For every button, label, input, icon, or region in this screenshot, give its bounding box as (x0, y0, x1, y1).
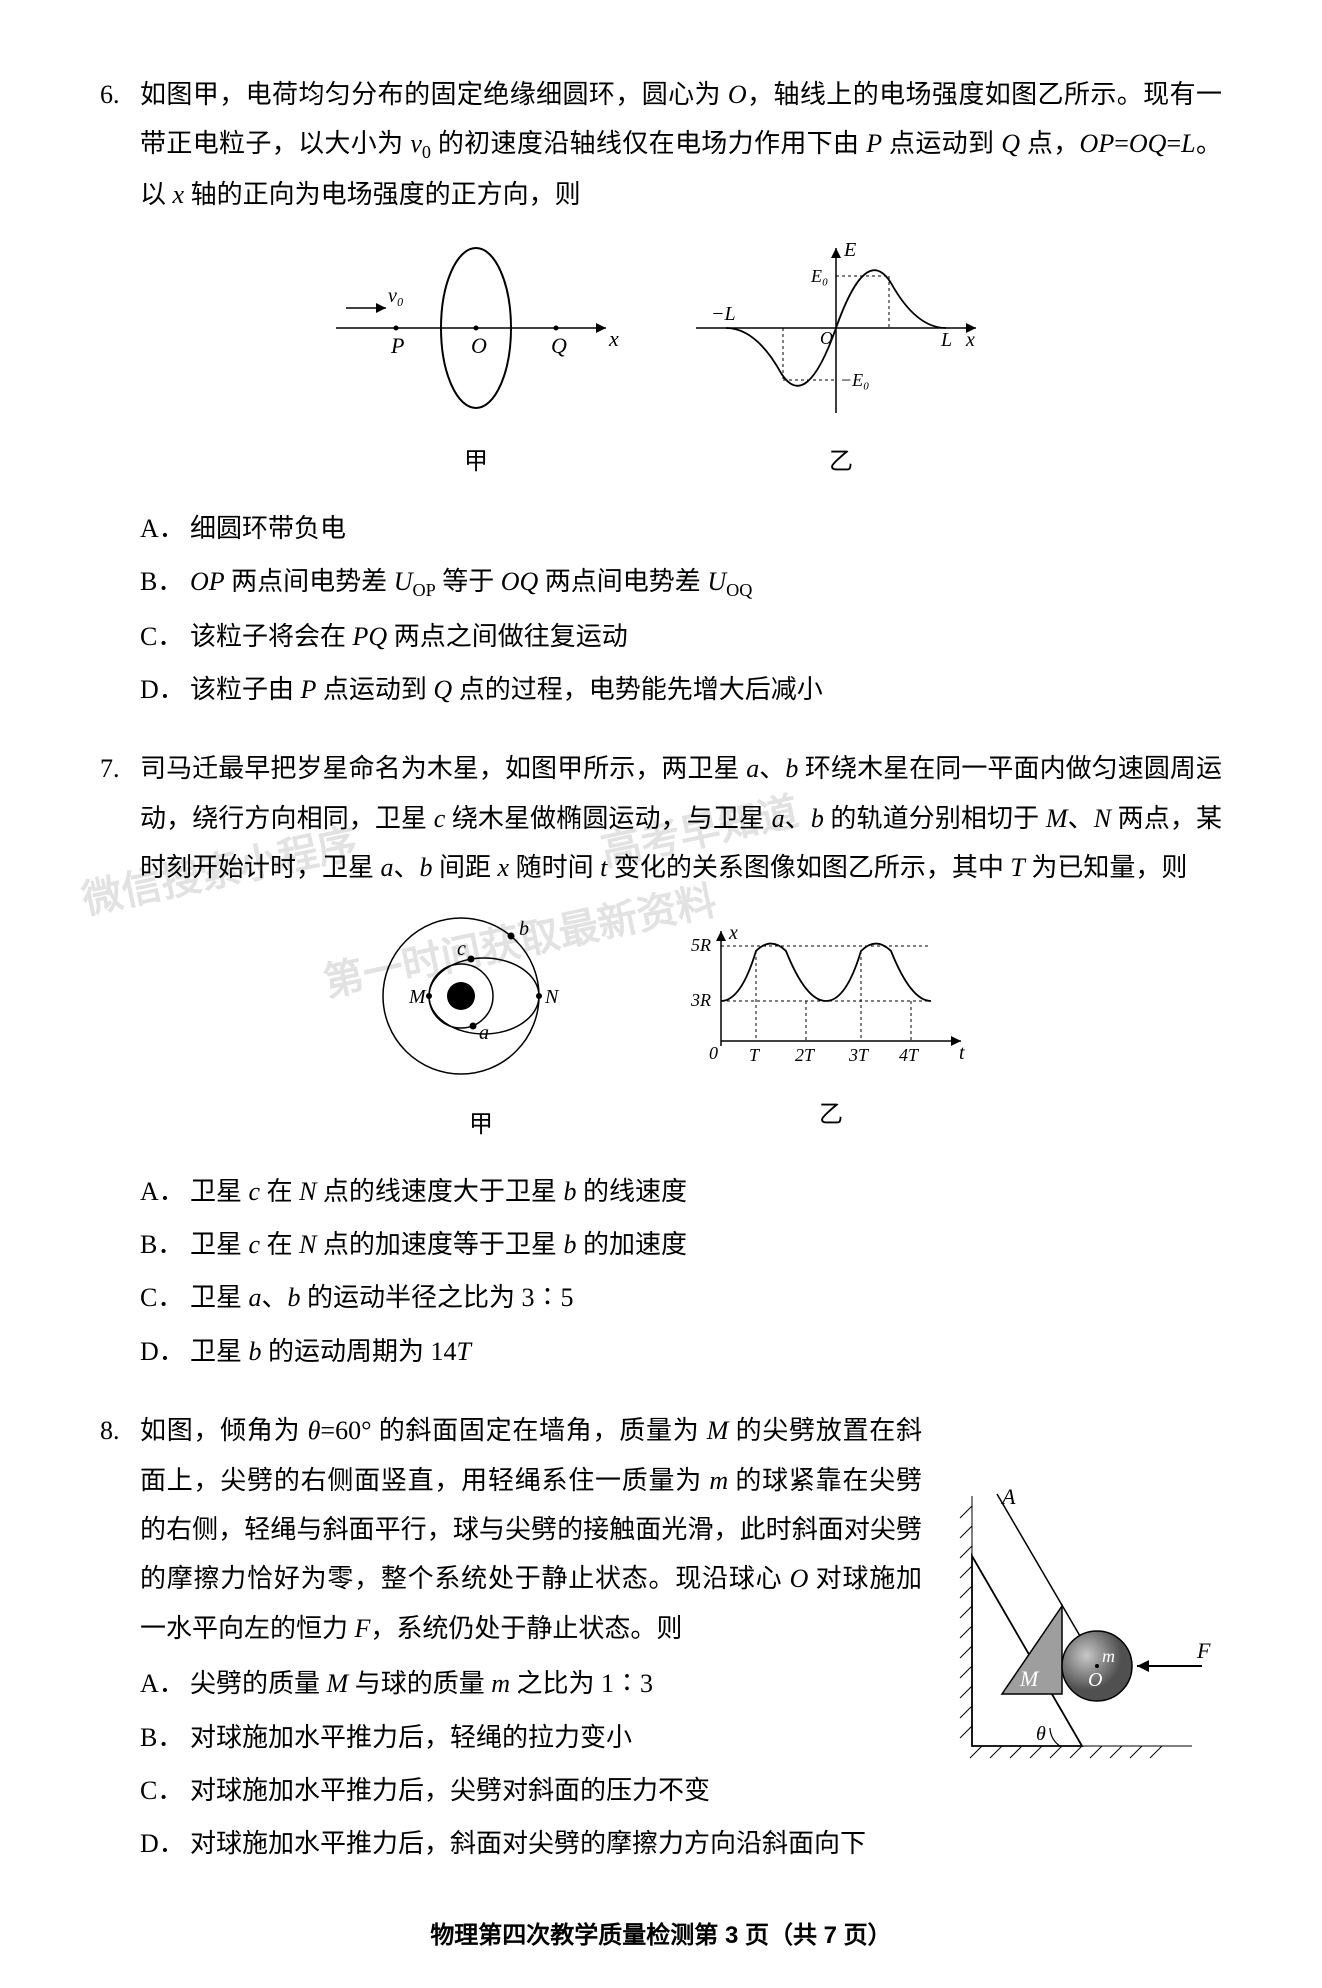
q6-caption-yi: 乙 (686, 440, 996, 486)
page-footer: 物理第四次教学质量检测第 3 页（共 7 页） (100, 1913, 1222, 1959)
q7-opt-B: B．卫星 c 在 N 点的加速度等于卫星 b 的加速度 (140, 1220, 1222, 1269)
q6-label-P: P (390, 333, 404, 358)
question-6: 6. 如图甲，电荷均匀分布的固定绝缘细圆环，圆心为 O，轴线上的电场强度如图乙所… (100, 70, 1222, 714)
q8-options: A．尖劈的质量 M 与球的质量 m 之比为 1∶3 B．对球施加水平推力后，轻绳… (140, 1659, 922, 1869)
q7-svg-yi: 5R 3R 0 T 2T 3T 4T t x (681, 921, 981, 1071)
q6-options: A．细圆环带负电 B．OP 两点间电势差 UOP 等于 OQ 两点间电势差 UO… (140, 504, 1222, 715)
q6-svg-yi: −L L x E O E₀ −E₀ (686, 238, 996, 418)
q7-caption-yi: 乙 (681, 1093, 981, 1139)
q6-opt-A: A．细圆环带负电 (140, 504, 1222, 553)
q8-stem: 如图，倾角为 θ=60° 的斜面固定在墙角，质量为 M 的尖劈放置在斜面上，尖劈… (140, 1406, 922, 1653)
q8-label-F: F (1196, 1638, 1211, 1663)
q6-label-Lpos: L (940, 329, 952, 351)
q7-stem-row: 7. 司马迁最早把岁星命名为木星，如图甲所示，两卫星 a、b 环绕木星在同一平面… (100, 744, 1222, 892)
q6-label-v0: v₀ (388, 285, 404, 307)
q8-label-theta: θ (1036, 1723, 1046, 1745)
q7-options: A．卫星 c 在 N 点的线速度大于卫星 b 的线速度 B．卫星 c 在 N 点… (140, 1167, 1222, 1377)
q6-caption-jia: 甲 (326, 440, 626, 486)
q6-label-E0: E₀ (810, 266, 828, 286)
q6-label-x2: x (965, 329, 975, 351)
q6-number: 6. (100, 70, 140, 220)
q7-label-0: 0 (709, 1043, 718, 1063)
q7-label-N: N (544, 986, 560, 1008)
q8-label-O: O (1088, 1669, 1102, 1691)
q8-opt-D: D．对球施加水平推力后，斜面对尖劈的摩擦力方向沿斜面向下 (140, 1819, 922, 1868)
q6-label-Q: Q (551, 333, 567, 358)
q8-figure: M m O A F (942, 1486, 1222, 1873)
q7-figures: M N a b c 甲 (100, 911, 1222, 1149)
q7-label-3R: 3R (690, 990, 711, 1010)
q6-label-x: x (608, 326, 619, 351)
q7-label-a: a (479, 1022, 489, 1044)
q7-opt-C: C．卫星 a、b 的运动半径之比为 3∶5 (140, 1273, 1222, 1322)
question-7: 微信搜索小程序 高考早知道 第一时间获取最新资料 7. 司马迁最早把岁星命名为木… (100, 744, 1222, 1376)
q7-label-4T: 4T (899, 1045, 920, 1065)
q7-label-5R: 5R (691, 935, 711, 955)
q6-svg-jia: v₀ P O Q x (326, 238, 626, 418)
q7-opt-D: D．卫星 b 的运动周期为 14T (140, 1327, 1222, 1376)
q6-label-Lneg: −L (711, 303, 736, 325)
q7-label-c: c (457, 938, 466, 960)
q6-opt-B: B．OP 两点间电势差 UOP 等于 OQ 两点间电势差 UOQ (140, 557, 1222, 608)
q7-stem: 司马迁最早把岁星命名为木星，如图甲所示，两卫星 a、b 环绕木星在同一平面内做匀… (140, 744, 1222, 892)
q7-label-t: t (959, 1042, 965, 1064)
q8-opt-C: C．对球施加水平推力后，尖劈对斜面的压力不变 (140, 1766, 922, 1815)
question-8: 8. 如图，倾角为 θ=60° 的斜面固定在墙角，质量为 M 的尖劈放置在斜面上… (100, 1406, 1222, 1873)
q7-label-b: b (519, 918, 529, 940)
q6-opt-C: C．该粒子将会在 PQ 两点之间做往复运动 (140, 612, 1222, 661)
q8-number: 8. (100, 1406, 140, 1653)
q6-stem: 如图甲，电荷均匀分布的固定绝缘细圆环，圆心为 O，轴线上的电场强度如图乙所示。现… (140, 70, 1222, 220)
q8-label-M: M (1019, 1666, 1040, 1691)
q7-number: 7. (100, 744, 140, 892)
q8-svg: M m O A F (942, 1486, 1222, 1766)
q7-svg-jia: M N a b c (341, 911, 621, 1081)
q7-label-T: T (749, 1045, 761, 1065)
q7-figure-jia: M N a b c 甲 (341, 911, 621, 1149)
q7-label-2T: 2T (795, 1045, 816, 1065)
q8-opt-B: B．对球施加水平推力后，轻绳的拉力变小 (140, 1713, 922, 1762)
q8-label-A: A (1000, 1486, 1016, 1509)
q7-label-3T: 3T (848, 1045, 870, 1065)
q7-opt-A: A．卫星 c 在 N 点的线速度大于卫星 b 的线速度 (140, 1167, 1222, 1216)
q6-figure-jia: v₀ P O Q x 甲 (326, 238, 626, 486)
q8-opt-A: A．尖劈的质量 M 与球的质量 m 之比为 1∶3 (140, 1659, 922, 1708)
q6-label-E: E (843, 239, 856, 261)
q7-caption-jia: 甲 (341, 1103, 621, 1149)
q8-label-m: m (1102, 1646, 1115, 1666)
q7-label-xaxis: x (728, 922, 738, 944)
q6-opt-D: D．该粒子由 P 点运动到 Q 点的过程，电势能先增大后减小 (140, 665, 1222, 714)
q6-figure-yi: −L L x E O E₀ −E₀ 乙 (686, 238, 996, 486)
q8-stem-row: 8. 如图，倾角为 θ=60° 的斜面固定在墙角，质量为 M 的尖劈放置在斜面上… (100, 1406, 922, 1653)
q6-stem-row: 6. 如图甲，电荷均匀分布的固定绝缘细圆环，圆心为 O，轴线上的电场强度如图乙所… (100, 70, 1222, 220)
q7-label-M: M (408, 986, 427, 1008)
q6-label-O2: O (820, 328, 833, 348)
q7-figure-yi: 5R 3R 0 T 2T 3T 4T t x 乙 (681, 921, 981, 1139)
q6-figures: v₀ P O Q x 甲 −L L x E O (100, 238, 1222, 486)
q6-label-O: O (471, 333, 487, 358)
q6-label-E0neg: −E₀ (840, 370, 869, 390)
